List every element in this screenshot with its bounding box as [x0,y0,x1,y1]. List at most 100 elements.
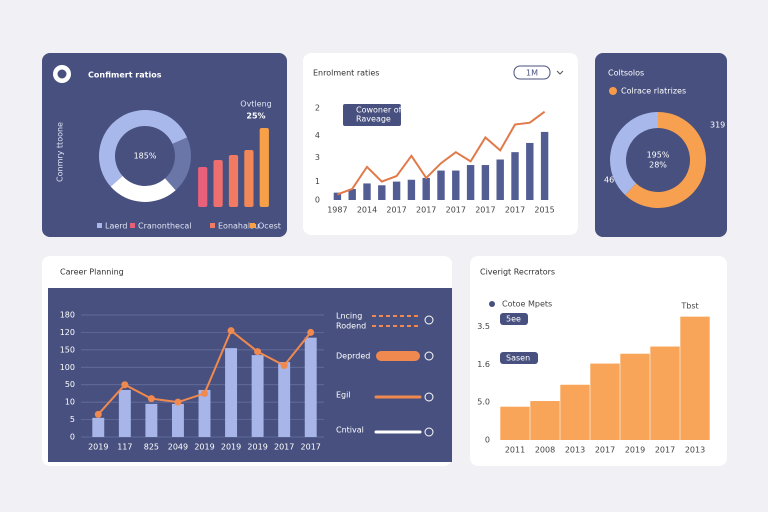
x-tick-label: 2017 [274,443,294,452]
x-tick-label: 2019 [221,443,241,452]
slice-label: 319 [710,121,725,130]
bar [333,192,342,200]
dropdown[interactable] [513,65,551,80]
bar [198,389,211,437]
donut-slice [610,112,658,195]
badge [500,352,538,364]
control-knob[interactable] [424,392,434,402]
line [337,110,546,196]
line-point [307,328,315,336]
x-tick-label: 825 [144,443,159,452]
x-tick-label: 2017 [386,206,406,215]
x-tick-label: 2019 [194,443,214,452]
line-point [280,362,288,370]
bar [171,403,184,437]
control-pill[interactable] [376,351,420,361]
slice-label: 46 [604,176,614,185]
bar [304,337,317,437]
x-tick-label: 2017 [505,206,525,215]
line-point [174,398,182,406]
bar [392,181,401,200]
bar [466,165,475,200]
legend-swatch [97,223,102,228]
bar [680,316,710,440]
control-knob[interactable] [424,427,434,437]
bar [530,401,560,440]
donut-center: 195% [647,151,670,160]
x-tick-label: 2019 [88,443,108,452]
legend-swatch [609,87,617,95]
card-title: Coltsolos [608,69,644,78]
x-tick-label: 2017 [475,206,495,215]
legend-label: Eonahalsu [218,222,259,231]
y-tick-label: 180 [60,311,75,320]
x-tick-label: 2049 [168,443,188,452]
x-tick-label: 2019 [247,443,267,452]
bar [540,131,549,200]
y-tick-label: 4 [315,131,320,140]
logo-inner [57,69,67,79]
legend-label: Colrace rlatrizes [621,87,686,96]
x-tick-label: 2019 [625,446,645,455]
line-point [254,348,262,356]
bar [590,363,620,440]
donut-slice [625,112,706,209]
bar [437,170,445,200]
legend-label: Ocest [258,222,281,231]
dropdown-label[interactable]: 1M [526,69,538,78]
x-tick-label: 2008 [535,446,555,455]
y-tick-label: 0 [485,436,490,445]
y-tick-label: 0 [70,433,75,442]
bar [452,170,460,200]
y-tick-label: 100 [60,363,75,372]
y-tick-label: 50 [65,380,75,389]
y-axis-label: Conmry ttoone [56,122,65,182]
badge [500,313,528,325]
control-label: Deprded [336,352,370,361]
x-tick-label: 2015 [534,206,554,215]
bar [145,403,158,437]
bar [228,155,239,207]
bar [650,346,680,440]
bar [496,159,504,200]
control-knob[interactable] [424,351,434,361]
legend-swatch [250,223,255,228]
y-tick-label: 5 [70,415,75,424]
donut-slice [164,137,191,191]
line-point [121,381,129,389]
bar [526,142,534,200]
y-tick-label: 120 [60,328,75,337]
legend-swatch [210,223,215,228]
x-tick-label: 2017 [446,206,466,215]
bar [251,355,264,437]
card-title: Civerigt Recrrators [480,268,555,277]
badge-label: 5ee [506,315,521,324]
control-knob[interactable] [424,315,434,325]
donut-slice [110,175,176,202]
x-tick-label: 117 [117,443,132,452]
legend-label: Laerd [105,222,128,231]
card [303,53,578,235]
bar [259,128,269,207]
legend-label: Cranonthecal [138,222,191,231]
x-tick-label: 2017 [655,446,675,455]
bar [407,179,416,200]
x-tick-label: 2014 [357,206,377,215]
x-tick-label: 2013 [685,446,705,455]
bar [620,353,650,440]
dropdown-arrow [556,70,564,75]
donut-center: 185% [134,152,157,161]
annotation: Raveage [356,115,391,124]
annotation: Ovtleng [240,100,271,109]
bar [422,177,430,200]
x-tick-label: 2017 [595,446,615,455]
line-point [227,327,235,335]
y-tick-label: 10 [65,398,75,407]
bar [278,362,291,437]
control-label: Lncing [336,312,362,321]
y-tick-label: 3.5 [477,322,490,331]
bar [225,348,238,437]
legend-swatch [130,223,135,228]
donut-slice [99,110,188,187]
